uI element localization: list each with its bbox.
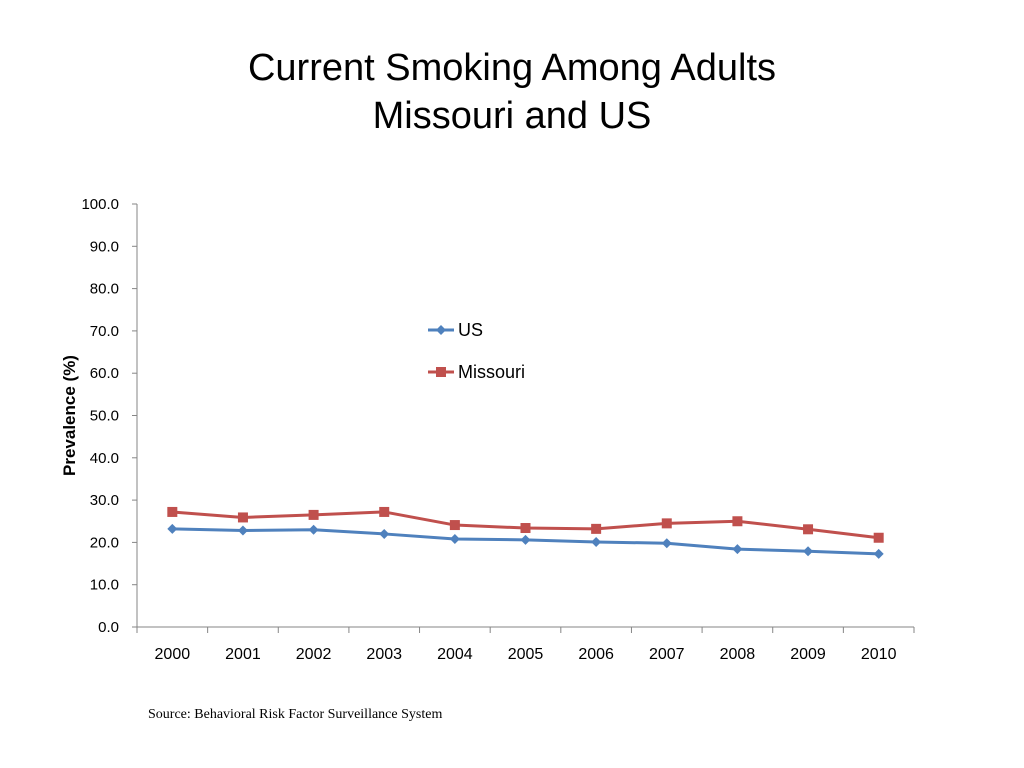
- data-point: [379, 506, 390, 517]
- y-tick-label: 30.0: [90, 492, 119, 509]
- data-point: [873, 532, 884, 543]
- data-point: [167, 506, 178, 517]
- x-tick-label: 2008: [720, 646, 756, 663]
- data-point: [873, 548, 884, 559]
- x-tick-label: 2004: [437, 646, 473, 663]
- source-note: Source: Behavioral Risk Factor Surveilla…: [148, 707, 443, 722]
- x-tick-label: 2003: [366, 646, 402, 663]
- data-point: [167, 523, 178, 534]
- y-tick-label: 90.0: [90, 238, 119, 255]
- x-tick-label: 2005: [508, 646, 544, 663]
- data-point: [520, 534, 531, 545]
- x-tick-label: 2009: [790, 646, 826, 663]
- legend-item: Missouri: [428, 362, 525, 382]
- data-point: [591, 523, 602, 534]
- data-point: [732, 544, 743, 555]
- data-point: [237, 525, 248, 536]
- y-tick-label: 50.0: [90, 408, 119, 425]
- chart-axes: [132, 203, 915, 633]
- data-point: [591, 536, 602, 547]
- data-point: [308, 524, 319, 535]
- legend-label: US: [458, 320, 483, 340]
- y-tick-label: 40.0: [90, 450, 119, 467]
- legend-label: Missouri: [458, 362, 525, 382]
- data-point: [661, 538, 672, 549]
- x-tick-label: 2006: [578, 646, 614, 663]
- y-tick-labels: 0.0 10.0 20.0 30.0 40.0 50.0 60.0 70.0 80.0 90.0 1…: [81, 196, 119, 636]
- data-point: [308, 509, 319, 520]
- series-layer: [167, 506, 884, 559]
- data-point: [237, 512, 248, 523]
- x-tick-label: 2002: [296, 646, 332, 663]
- x-tick-label: 2007: [649, 646, 685, 663]
- data-point: [379, 528, 390, 539]
- y-tick-label: 100.0: [81, 196, 119, 213]
- y-tick-label: 70.0: [90, 323, 119, 340]
- y-axis-label: Prevalence (%): [60, 355, 79, 476]
- y-tick-label: 20.0: [90, 534, 119, 551]
- x-tick-label: 2010: [861, 646, 897, 663]
- data-point: [449, 534, 460, 545]
- x-tick-label: 2000: [155, 646, 191, 663]
- y-tick-label: 80.0: [90, 281, 119, 298]
- data-point: [661, 518, 672, 529]
- legend: US Missouri: [428, 320, 525, 382]
- x-tick-label: 2001: [225, 646, 261, 663]
- legend-marker: [436, 367, 446, 377]
- x-tick-labels: 2000 2001 2002 2003 2004 2005 2006 2007 2008 2009…: [155, 646, 897, 663]
- series-missouri: [167, 506, 884, 543]
- data-point: [732, 516, 743, 527]
- y-tick-label: 60.0: [90, 365, 119, 382]
- slide-title: Current Smoking Among Adults Missouri an…: [0, 44, 1024, 140]
- data-point: [520, 523, 531, 534]
- data-point: [803, 524, 814, 535]
- y-tick-label: 0.0: [98, 619, 119, 636]
- data-point: [803, 546, 814, 557]
- title-line-2: Missouri and US: [372, 95, 652, 137]
- y-tick-label: 10.0: [90, 577, 119, 594]
- data-point: [449, 520, 460, 531]
- title-line-1: Current Smoking Among Adults: [247, 47, 777, 89]
- series-us: [167, 523, 884, 559]
- legend-marker: [436, 325, 446, 335]
- legend-item: US: [428, 320, 483, 340]
